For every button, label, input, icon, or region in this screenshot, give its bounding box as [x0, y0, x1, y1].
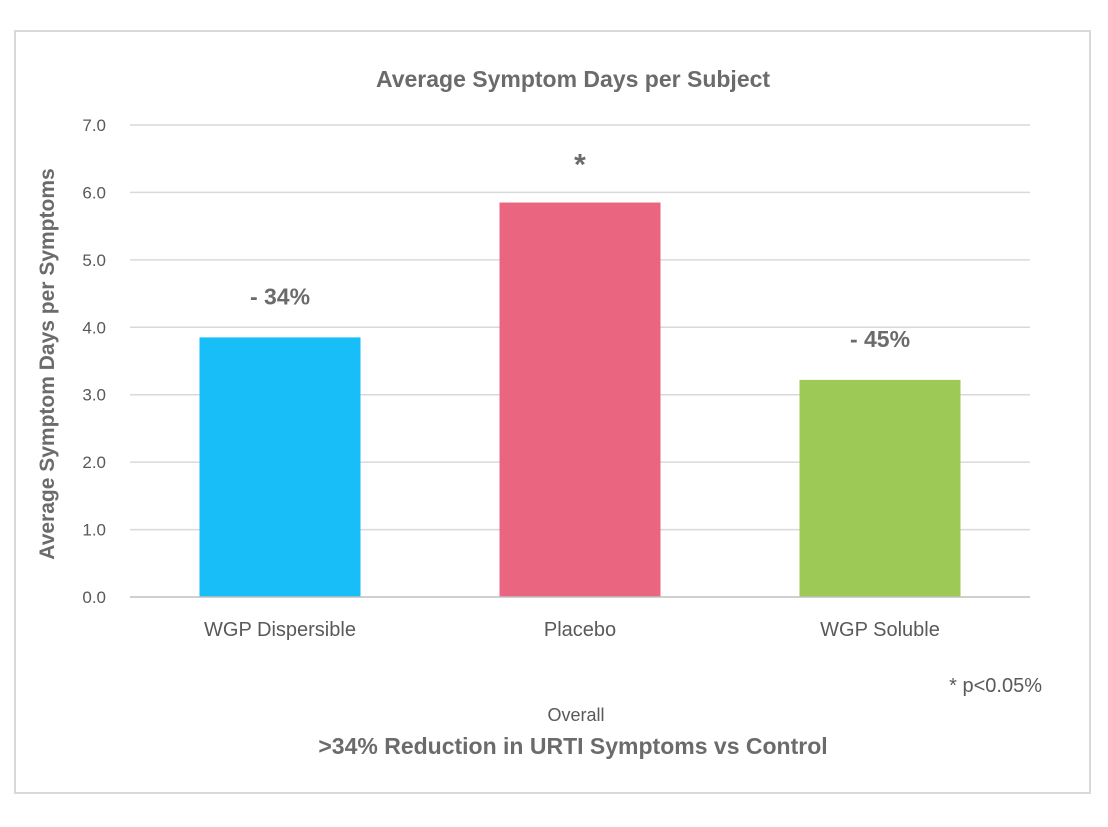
data-labels: - 34% * - 45% — [250, 149, 910, 352]
bar-wgp-dispersible — [199, 337, 361, 597]
y-tick-label: 5.0 — [82, 251, 106, 270]
bar-placebo — [499, 202, 661, 598]
data-label: - 34% — [250, 283, 310, 309]
y-tick-label: 2.0 — [82, 453, 106, 472]
y-axis-label: Average Symptom Days per Symptoms — [36, 168, 59, 559]
y-tick-label: 1.0 — [82, 521, 106, 540]
y-tick-labels: 0.0 1.0 2.0 3.0 4.0 5.0 6.0 7.0 — [82, 116, 106, 607]
data-label: - 45% — [850, 326, 910, 352]
x-tick-label: WGP Dispersible — [204, 619, 356, 641]
y-tick-label: 4.0 — [82, 318, 106, 337]
significance-footnote: * p<0.05% — [949, 675, 1042, 697]
data-label: * — [574, 149, 586, 182]
y-tick-label: 6.0 — [82, 183, 106, 202]
bar-wgp-soluble — [799, 379, 961, 597]
y-tick-label: 3.0 — [82, 386, 106, 405]
y-tick-label: 0.0 — [82, 588, 106, 607]
x-axis-label: Overall — [547, 705, 604, 725]
chart-subtitle: >34% Reduction in URTI Symptoms vs Contr… — [318, 733, 827, 759]
bars — [199, 202, 961, 598]
x-tick-label: WGP Soluble — [820, 619, 940, 641]
y-tick-label: 7.0 — [82, 116, 106, 135]
x-tick-labels: WGP Dispersible Placebo WGP Soluble — [204, 619, 940, 641]
x-tick-label: Placebo — [544, 619, 616, 641]
chart-title: Average Symptom Days per Subject — [376, 66, 770, 92]
